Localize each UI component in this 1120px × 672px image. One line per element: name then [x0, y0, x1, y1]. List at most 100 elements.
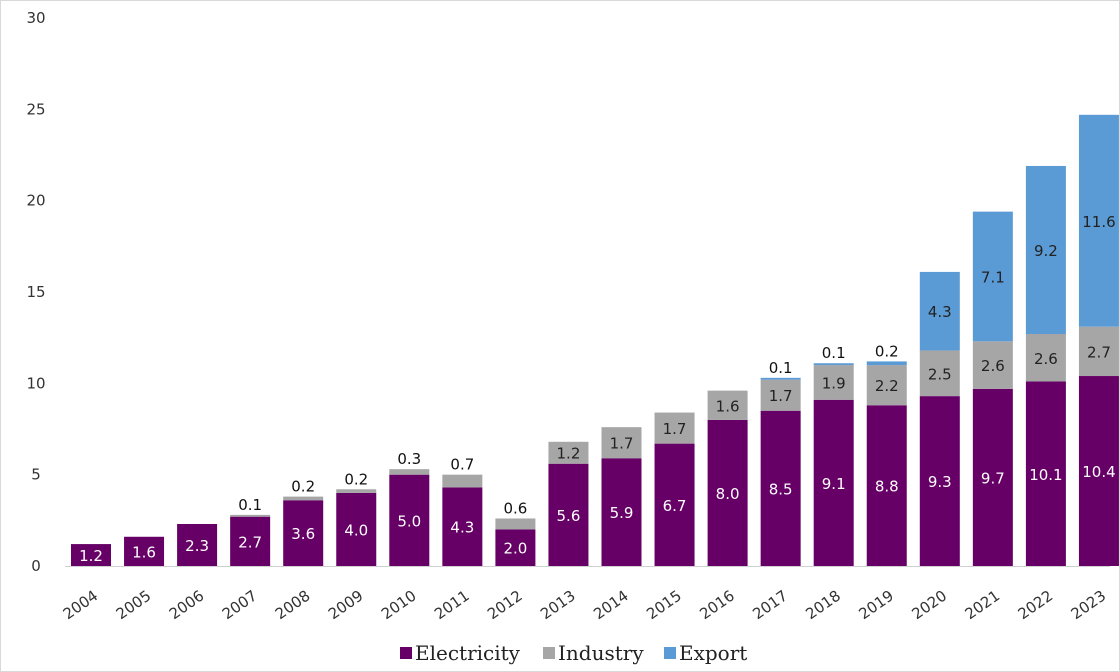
data-label-export-2023: 11.6 — [1082, 213, 1115, 231]
legend-label-export: Export — [679, 641, 747, 665]
y-tick-label: 5 — [31, 466, 41, 484]
x-tick-label: 2008 — [272, 587, 314, 624]
legend-label-electricity: Electricity — [415, 641, 521, 665]
data-label-electricity-2011: 4.3 — [450, 519, 474, 537]
bar-industry-2019 — [866, 365, 907, 406]
data-label-industry-2014: 1.7 — [610, 435, 634, 453]
data-label-electricity-2018: 9.1 — [822, 475, 846, 493]
data-label-export-2021: 7.1 — [981, 268, 1005, 286]
bar-electricity-2004 — [71, 544, 111, 566]
bar-electricity-2012 — [495, 529, 536, 566]
x-tick-label: 2005 — [113, 587, 155, 624]
data-label-industry-2016: 1.6 — [716, 397, 740, 415]
data-label-industry-2023: 2.7 — [1087, 343, 1111, 361]
data-label-electricity-2005: 1.6 — [132, 543, 156, 561]
x-tick-label: 2020 — [908, 587, 950, 624]
data-label-electricity-2009: 4.0 — [344, 521, 368, 539]
x-tick-label: 2018 — [802, 587, 844, 624]
x-tick-label: 2006 — [166, 587, 208, 624]
x-tick-label: 2009 — [325, 587, 367, 624]
data-label-industry-2018: 1.9 — [822, 374, 846, 392]
bar-industry-2013 — [548, 441, 589, 464]
data-label-industry-2010: 0.3 — [397, 450, 421, 468]
data-label-electricity-2021: 9.7 — [981, 469, 1005, 487]
data-label-industry-2015: 1.7 — [663, 420, 687, 438]
bar-electricity-2009 — [336, 492, 377, 566]
bar-electricity-2005 — [124, 536, 165, 566]
bar-electricity-2015 — [654, 443, 695, 566]
bar-export-2017 — [760, 377, 801, 380]
bar-industry-2012 — [495, 518, 536, 530]
y-tick-label: 0 — [31, 557, 41, 575]
data-label-electricity-2004: 1.2 — [79, 547, 103, 565]
data-label-electricity-2022: 10.1 — [1029, 466, 1062, 484]
data-label-electricity-2012: 2.0 — [503, 540, 527, 558]
x-tick-label: 2016 — [696, 587, 738, 624]
data-labels: 1.2 1.6 2.3 2.7 0.1 3.6 0.2 4.0 0.2 5.0 0.3 4.3 0.7 2… — [79, 213, 1116, 565]
data-label-industry-2007: 0.1 — [238, 496, 262, 514]
data-label-export-2017: 0.1 — [769, 359, 793, 377]
legend: Electricity Industry Export — [400, 641, 747, 665]
y-tick-label: 25 — [26, 100, 45, 118]
bar-electricity-2016 — [707, 419, 748, 566]
data-label-electricity-2014: 5.9 — [610, 504, 634, 522]
bar-electricity-2023 — [1078, 376, 1119, 566]
data-label-industry-2021: 2.6 — [981, 357, 1005, 375]
x-tick-label: 2014 — [590, 587, 632, 624]
data-label-electricity-2019: 8.8 — [875, 478, 899, 496]
bar-industry-2011 — [442, 474, 483, 488]
legend-label-industry: Industry — [558, 641, 644, 665]
bar-industry-2008 — [283, 496, 324, 501]
data-label-export-2020: 4.3 — [928, 303, 952, 321]
bar-electricity-2013 — [548, 463, 589, 566]
data-label-industry-2017: 1.7 — [769, 387, 793, 405]
data-label-electricity-2008: 3.6 — [291, 525, 315, 543]
data-label-electricity-2017: 8.5 — [769, 480, 793, 498]
bar-industry-2021 — [972, 341, 1013, 389]
bar-electricity-2022 — [1025, 381, 1066, 566]
data-label-export-2018: 0.1 — [822, 344, 846, 362]
bar-industry-2007 — [230, 514, 271, 517]
y-axis: 0 5 10 15 20 25 30 — [26, 9, 45, 575]
data-label-electricity-2006: 2.3 — [185, 537, 209, 555]
bar-industry-2022 — [1025, 334, 1066, 382]
bar-industry-2023 — [1078, 326, 1119, 377]
data-label-electricity-2016: 8.0 — [716, 485, 740, 503]
y-tick-label: 20 — [26, 192, 45, 210]
bar-industry-2016 — [707, 390, 748, 420]
x-axis: 2004 2005 2006 2007 2008 2009 2010 2011 2012 2013… — [60, 566, 1110, 624]
x-tick-label: 2013 — [537, 587, 579, 624]
y-tick-label: 10 — [26, 374, 45, 392]
data-label-electricity-2020: 9.3 — [928, 473, 952, 491]
data-label-industry-2022: 2.6 — [1034, 350, 1058, 368]
bar-electricity-2007 — [230, 516, 271, 566]
bar-industry-2017 — [760, 379, 801, 411]
data-label-industry-2011: 0.7 — [450, 456, 474, 474]
bar-electricity-2019 — [866, 405, 907, 566]
data-label-industry-2009: 0.2 — [344, 470, 368, 488]
bar-industry-2009 — [336, 489, 377, 493]
bar-export-2019 — [866, 361, 907, 366]
data-label-electricity-2013: 5.6 — [557, 507, 581, 525]
bar-export-2018 — [813, 363, 854, 366]
bar-electricity-2017 — [760, 410, 801, 566]
y-tick-label: 15 — [26, 283, 45, 301]
x-tick-label: 2021 — [962, 587, 1004, 624]
bar-industry-2014 — [601, 427, 642, 459]
bar-electricity-2011 — [442, 487, 483, 566]
bar-electricity-2020 — [919, 396, 960, 566]
x-tick-label: 2011 — [431, 587, 473, 624]
bar-electricity-2014 — [601, 458, 642, 566]
data-label-industry-2020: 2.5 — [928, 365, 952, 383]
data-label-industry-2008: 0.2 — [291, 478, 315, 496]
bar-industry-2020 — [919, 350, 960, 397]
bar-electricity-2006 — [177, 523, 218, 566]
x-tick-label: 2023 — [1068, 587, 1110, 624]
legend-swatch-export — [664, 647, 676, 659]
bar-electricity-2008 — [283, 500, 324, 566]
bar-electricity-2010 — [389, 474, 430, 566]
legend-swatch-electricity — [400, 647, 412, 659]
x-tick-label: 2017 — [749, 587, 791, 624]
bar-export-2023 — [1078, 114, 1119, 327]
data-label-export-2022: 9.2 — [1034, 242, 1058, 260]
